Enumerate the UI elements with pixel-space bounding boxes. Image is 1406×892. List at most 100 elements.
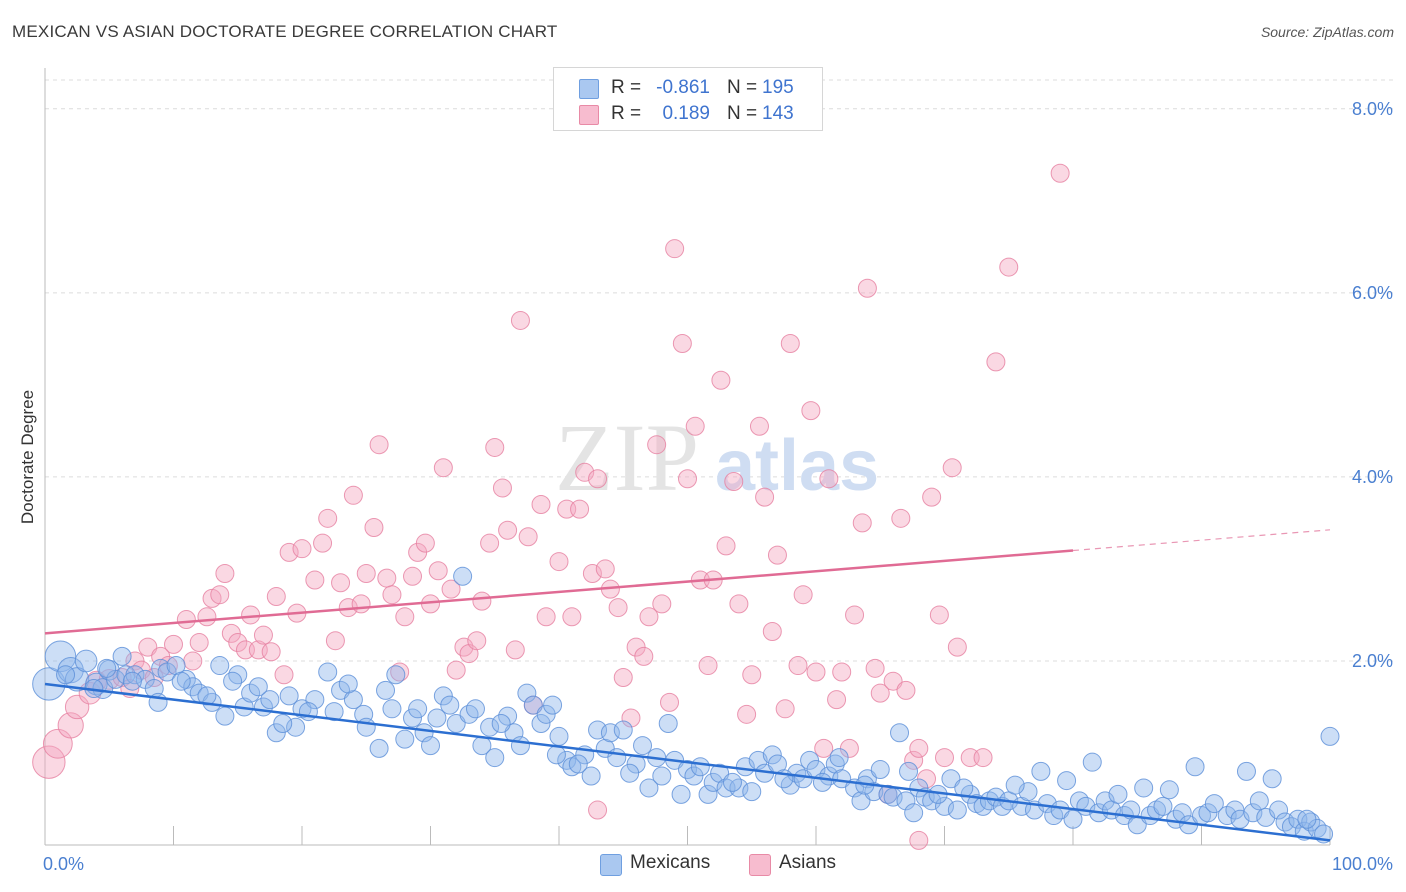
asians-point — [197, 607, 217, 627]
mexicans-point — [305, 690, 325, 710]
trend-lines — [44, 529, 1331, 842]
mexicans-point — [1262, 769, 1282, 789]
asians-point — [510, 310, 530, 330]
asians-point — [883, 671, 903, 691]
asians-point — [621, 708, 641, 728]
mexicans-point — [215, 706, 235, 726]
mexicans-point — [1050, 800, 1070, 820]
asians-trend-extension — [1072, 529, 1331, 552]
mexicans-point — [523, 695, 543, 715]
mexicans-point — [639, 778, 659, 798]
mexicans-point — [1236, 761, 1256, 781]
asians-point — [588, 800, 608, 820]
asians-point — [909, 830, 929, 850]
asians-point — [870, 683, 890, 703]
asians-point — [313, 533, 333, 553]
asians-point — [639, 607, 659, 627]
mexicans-point — [433, 686, 453, 706]
mexicans-point — [485, 748, 505, 768]
mexicans-point — [851, 791, 871, 811]
mexicans-point — [690, 757, 710, 777]
mexicans-point — [74, 649, 98, 673]
mexicans-point — [941, 769, 961, 789]
asians-point — [857, 278, 877, 298]
asians-point — [343, 485, 363, 505]
asians-point — [549, 552, 569, 572]
asians-point — [536, 607, 556, 627]
axes — [44, 68, 1331, 846]
y-axis-title: Doctorate Degree — [18, 390, 37, 524]
mexicans-point — [762, 745, 782, 765]
mexicans-point — [812, 772, 832, 792]
mexicans-point — [1159, 780, 1179, 800]
mexicans-point — [171, 671, 191, 691]
asians-point — [793, 585, 813, 605]
asians-point — [935, 748, 954, 768]
mexicans-point — [112, 646, 132, 666]
mexicans-point — [986, 787, 1006, 807]
asians-point — [827, 690, 847, 710]
chart-title: MEXICAN VS ASIAN DOCTORATE DEGREE CORREL… — [12, 22, 558, 41]
mexicans-point — [151, 658, 171, 678]
mexicans-point — [557, 750, 577, 770]
asians-point — [788, 656, 808, 676]
asians-point — [562, 607, 582, 627]
mexicans-point — [421, 736, 440, 756]
legend-row-asians: R = 0.189 N = 143 — [554, 101, 822, 127]
mexicans-point — [684, 766, 704, 786]
asians-point — [660, 692, 680, 712]
asians-point — [711, 370, 731, 390]
asians-point — [814, 738, 834, 758]
mexicans-point — [729, 778, 749, 798]
y-tick-label: 6.0% — [1352, 283, 1393, 303]
asians-point — [845, 605, 865, 625]
legend-swatch-asians — [579, 105, 599, 125]
mexicans-point — [331, 680, 351, 700]
asians-point — [588, 469, 608, 489]
y-tick-label: 4.0% — [1352, 467, 1393, 487]
mexicans-point — [480, 717, 500, 737]
asians-point — [929, 605, 949, 625]
asians-point — [382, 585, 402, 605]
legend-swatch-asians — [749, 854, 771, 876]
asians-point — [973, 748, 993, 768]
asians-point — [467, 631, 487, 651]
asians-point — [570, 499, 590, 519]
asians-trend-line — [44, 549, 1074, 635]
mexicans-point — [260, 690, 280, 710]
x-tick-label: 100.0% — [1332, 854, 1393, 874]
mexicans-point — [793, 769, 813, 789]
y-tick-label: 8.0% — [1352, 99, 1393, 119]
mexicans-point — [536, 704, 556, 724]
asians-point — [446, 660, 466, 680]
mexicans-point — [1082, 752, 1102, 772]
asians-point — [274, 665, 294, 685]
asians-point — [377, 568, 397, 588]
legend-r-label: R = — [611, 103, 642, 124]
asians-point — [716, 536, 736, 556]
asians-point — [158, 656, 178, 676]
mexicans-point — [403, 708, 423, 728]
mexicans-point — [896, 791, 916, 811]
legend-n-value: 195 — [762, 77, 794, 98]
mexicans-point — [947, 800, 967, 820]
mexicans-point — [1005, 775, 1025, 795]
mexicans-point — [1320, 726, 1340, 746]
asians-point — [505, 640, 525, 660]
mexicans-point — [44, 640, 77, 673]
watermark: ZIP atlas — [555, 404, 879, 511]
mexicans-point — [510, 736, 530, 756]
asians-point — [480, 533, 500, 553]
asians-point — [634, 646, 654, 666]
mexicans-point — [286, 717, 306, 737]
asians-point — [518, 527, 538, 547]
asians-point — [922, 487, 942, 507]
mexicans-point — [1204, 794, 1224, 814]
asians-point — [428, 561, 448, 581]
mexicans-point — [56, 665, 76, 685]
asians-point — [279, 542, 299, 562]
legend-label-asians: Asians — [779, 852, 837, 873]
asians-point — [775, 699, 795, 719]
asians-point — [672, 333, 692, 353]
legend-label-mexicans: Mexicans — [630, 852, 711, 873]
